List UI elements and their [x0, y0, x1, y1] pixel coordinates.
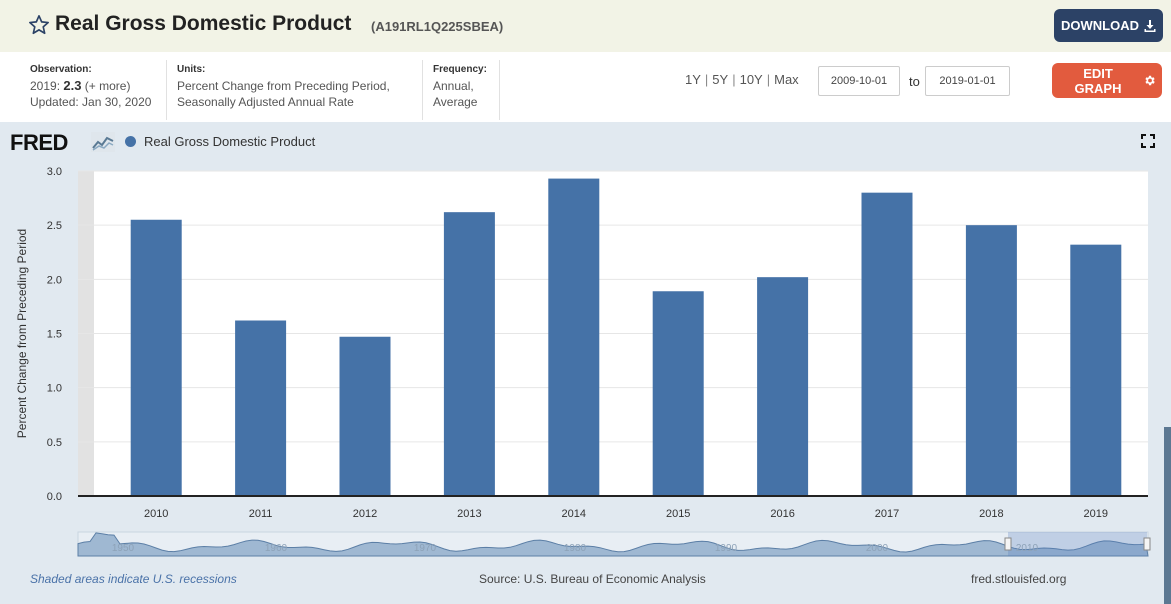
x-tick-label: 2011: [249, 508, 273, 520]
frequency-line1: Annual,: [433, 79, 474, 93]
units-line2: Seasonally Adjusted Annual Rate: [177, 95, 354, 109]
bar-2013: [443, 212, 495, 496]
source-text: Source: U.S. Bureau of Economic Analysis: [479, 572, 706, 586]
bar-2012: [339, 336, 391, 496]
chart-area: 0.0 0.5 1.0 1.5 2.0 2.5 3.0 Percent Change from…: [15, 166, 1151, 557]
bar-2010: [130, 219, 182, 496]
y-tick-label: 3.0: [47, 166, 62, 178]
frequency-line2: Average: [433, 95, 478, 109]
edit-graph-button[interactable]: EDIT GRAPH: [1052, 63, 1162, 98]
fred-logo: FRED: [10, 130, 68, 155]
meta-row: Observation: 2019: 2.3 (+ more) Updated:…: [0, 52, 1171, 122]
scrollbar[interactable]: [1164, 427, 1171, 604]
legend-marker: [125, 136, 136, 147]
y-tick-label: 2.0: [47, 274, 62, 286]
observation-year: 2019:: [30, 79, 61, 93]
navigator-tick-label: 2000: [866, 543, 889, 554]
navigator-series: [77, 532, 1149, 557]
bar-2019: [1070, 244, 1122, 496]
y-tick-label: 2.5: [47, 220, 62, 232]
updated-date: Updated: Jan 30, 2020: [30, 95, 152, 109]
navigator-selection: [1008, 532, 1147, 556]
navigator-tick-label: 1950: [112, 543, 135, 554]
start-date-input[interactable]: [818, 66, 900, 96]
y-axis-title: Percent Change from Preceding Period: [15, 229, 29, 438]
gear-icon: [1145, 75, 1155, 86]
navigator-tick-label: 1970: [414, 543, 437, 554]
bar-2014: [548, 178, 600, 497]
x-tick-label: 2014: [562, 508, 586, 520]
observation-block: Observation: 2019: 2.3 (+ more) Updated:…: [30, 62, 151, 110]
units-line1: Percent Change from Preceding Period,: [177, 79, 390, 93]
edit-graph-label: EDIT GRAPH: [1074, 65, 1122, 96]
legend-series-label: Real Gross Domestic Product: [144, 134, 316, 149]
y-tick-label: 1.0: [47, 383, 62, 395]
x-tick-label: 2016: [770, 508, 794, 520]
divider: [166, 60, 167, 120]
navigator-tick-label: 1990: [715, 543, 738, 554]
download-icon: [1144, 19, 1156, 32]
x-tick-label: 2013: [457, 508, 481, 520]
fullscreen-icon[interactable]: [1141, 134, 1155, 148]
range-separator: |: [766, 72, 771, 87]
observation-value: 2.3: [63, 78, 82, 93]
navigator-handle-right: [1143, 537, 1151, 551]
graph-panel: FRED Real Gross Domestic Product 0.0 0.5 1…: [0, 122, 1171, 604]
frequency-label: Frequency:: [433, 64, 487, 75]
x-tick-label: 2018: [979, 508, 1003, 520]
range-separator: |: [704, 72, 709, 87]
x-tick-label: 2019: [1084, 508, 1108, 520]
units-label: Units:: [177, 64, 206, 75]
x-tick-label: 2012: [353, 508, 377, 520]
range-links: 1Y | 5Y | 10Y | Max: [685, 72, 799, 87]
bar-2018: [965, 225, 1017, 496]
recession-note-link[interactable]: Shaded areas indicate U.S. recessions: [30, 572, 237, 586]
divider: [422, 60, 423, 120]
series-id: (A191RL1Q225SBEA): [371, 19, 504, 34]
range-1y-link[interactable]: 1Y: [685, 72, 701, 87]
x-tick-label: 2017: [875, 508, 899, 520]
star-icon[interactable]: [28, 14, 50, 36]
range-max-link[interactable]: Max: [774, 72, 799, 87]
end-date-input[interactable]: [925, 66, 1010, 96]
navigator-tick-label: 1960: [265, 543, 288, 554]
x-tick-label: 2010: [144, 508, 168, 520]
range-separator: |: [732, 72, 736, 87]
page-header: Real Gross Domestic Product (A191RL1Q225…: [0, 0, 1171, 53]
bar-2016: [757, 277, 809, 496]
frequency-block: Frequency: Annual, Average: [433, 62, 487, 110]
download-label: DOWNLOAD: [1061, 18, 1139, 33]
site-url: fred.stlouisfed.org: [971, 572, 1067, 586]
navigator-handle-left: [1004, 537, 1012, 551]
navigator-tick-label: 2010: [1016, 543, 1039, 554]
series-title: Real Gross Domestic Product: [55, 12, 352, 35]
fred-chart-logo-icon: [91, 132, 115, 152]
bar-2015: [652, 291, 704, 496]
observation-label: Observation:: [30, 64, 92, 75]
x-tick-label: 2015: [666, 508, 690, 520]
y-tick-label: 0.0: [47, 491, 62, 503]
range-10y-link[interactable]: 10Y: [739, 72, 763, 87]
y-tick-label: 0.5: [47, 437, 62, 449]
divider: [499, 60, 500, 120]
navigator-tick-label: 1980: [564, 543, 587, 554]
units-block: Units: Percent Change from Preceding Per…: [177, 62, 390, 110]
to-label: to: [909, 74, 920, 89]
range-5y-link[interactable]: 5Y: [712, 72, 729, 87]
bar-2011: [235, 320, 287, 496]
bar-2017: [861, 192, 913, 496]
observation-more-link[interactable]: (+ more): [84, 79, 131, 93]
y-tick-label: 1.5: [47, 329, 62, 341]
download-button[interactable]: DOWNLOAD: [1054, 9, 1163, 42]
